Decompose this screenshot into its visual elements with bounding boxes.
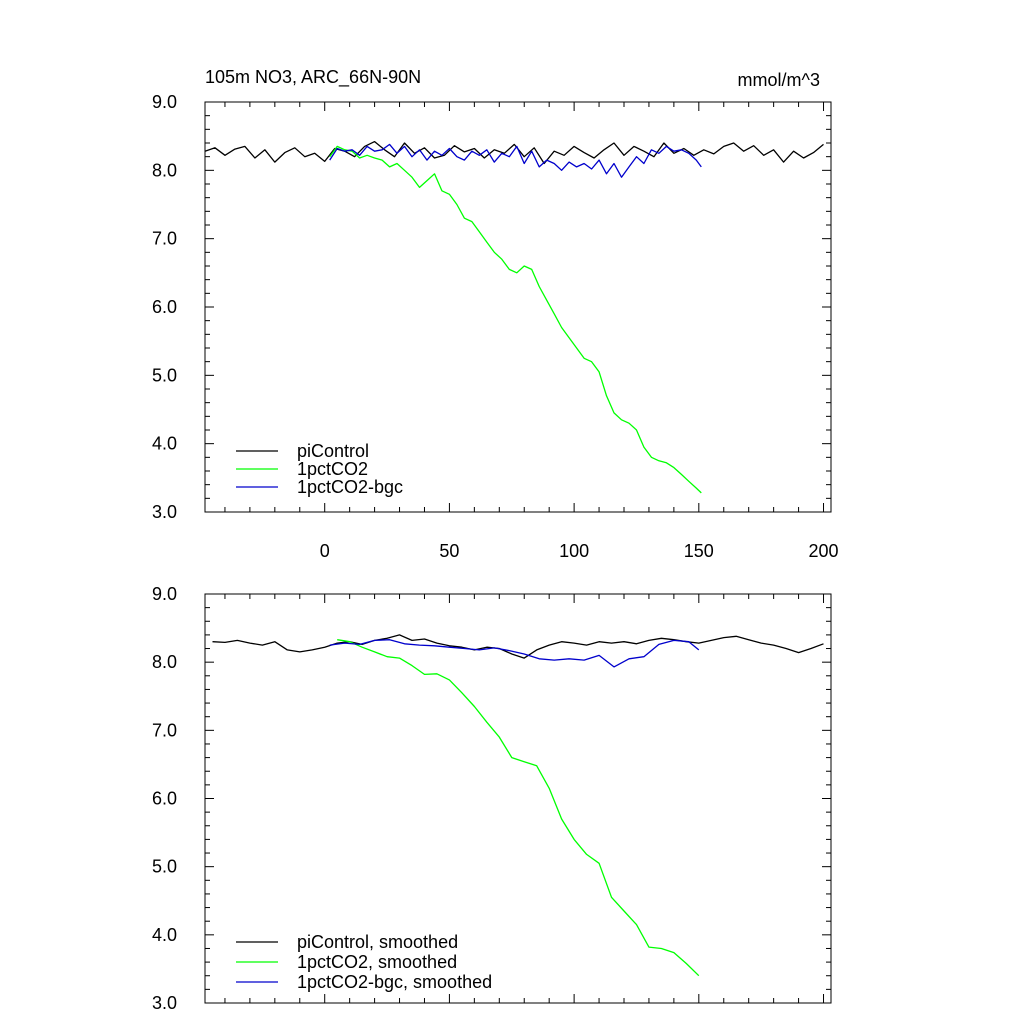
legend-label: piControl, smoothed — [297, 932, 458, 952]
y-tick-label: 9.0 — [152, 584, 177, 604]
bottom-panel: 3.0 4.0 5.0 6.0 7.0 8.0 9.0 piControl, smoothed… — [152, 584, 832, 1013]
y-tick-label: 8.0 — [152, 160, 177, 180]
y-tick-label: 5.0 — [152, 857, 177, 877]
legend-label: 1pctCO2-bgc, smoothed — [297, 972, 492, 992]
legend-label: 1pctCO2 — [297, 459, 368, 479]
series-line — [204, 140, 824, 165]
y-tick-label: 6.0 — [152, 297, 177, 317]
x-tick-label: 0 — [320, 541, 330, 561]
y-tick-label: 8.0 — [152, 652, 177, 672]
legend-label: 1pctCO2-bgc — [297, 477, 403, 497]
series-line — [337, 639, 700, 977]
y-tick-label: 7.0 — [152, 229, 177, 249]
y-tick-label: 7.0 — [152, 720, 177, 740]
x-tick-label: 150 — [684, 541, 714, 561]
x-tick-label: 200 — [808, 541, 838, 561]
y-tick-label: 6.0 — [152, 789, 177, 809]
series-line — [329, 639, 700, 668]
series-line — [329, 143, 702, 178]
x-tick-label: 100 — [559, 541, 589, 561]
series-line — [329, 145, 702, 494]
legend-label: piControl — [297, 441, 369, 461]
chart-title: 105m NO3, ARC_66N-90N — [205, 67, 421, 88]
x-tick-label: 50 — [439, 541, 459, 561]
y-tick-label: 3.0 — [152, 502, 177, 522]
y-tick-label: 4.0 — [152, 925, 177, 945]
y-tick-label: 5.0 — [152, 365, 177, 385]
y-tick-label: 4.0 — [152, 434, 177, 454]
y-tick-label: 3.0 — [152, 993, 177, 1013]
top-panel: 3.0 4.0 5.0 6.0 7.0 8.0 9.0 0 50 100 150 200 piContr… — [152, 92, 839, 561]
series-line — [212, 634, 824, 659]
y-tick-label: 9.0 — [152, 92, 177, 112]
units-label: mmol/m^3 — [738, 70, 820, 90]
legend-label: 1pctCO2, smoothed — [297, 952, 457, 972]
